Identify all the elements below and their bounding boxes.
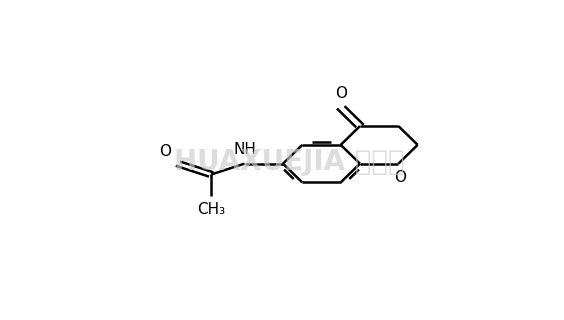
Text: NH: NH	[233, 142, 256, 157]
Text: CH₃: CH₃	[197, 202, 225, 217]
Text: O: O	[395, 170, 407, 185]
Text: O: O	[160, 144, 171, 159]
Text: O: O	[334, 86, 347, 101]
Text: HUAXUEJIA 化学加: HUAXUEJIA 化学加	[174, 148, 404, 176]
